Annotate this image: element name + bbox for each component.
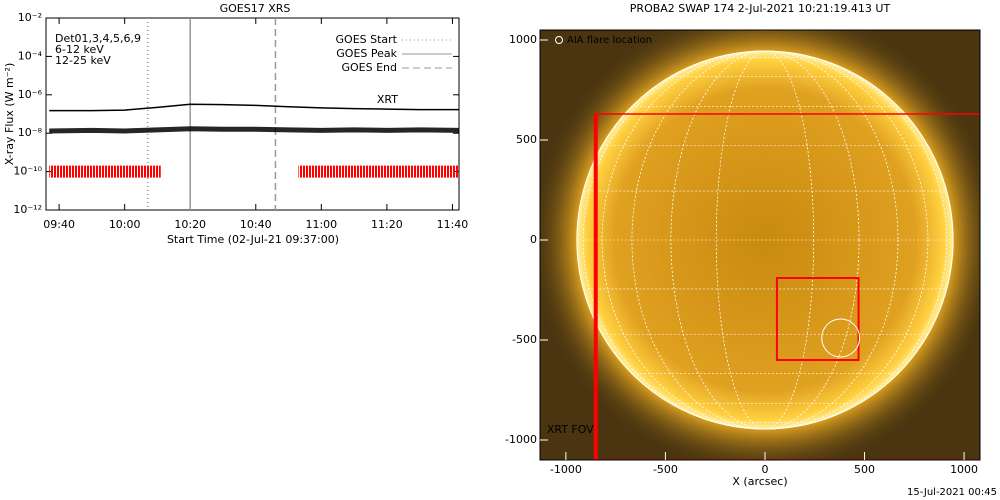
xrt-label: XRT (377, 93, 398, 106)
y-tick-label: 10⁻⁶ (18, 88, 43, 101)
flux-line (49, 103, 459, 112)
chart-title: GOES17 XRS (220, 2, 291, 15)
flare-circle (821, 318, 861, 358)
y-tick-label: 10⁻¹⁰ (13, 165, 42, 178)
xrt-interval (298, 165, 459, 178)
chart-title: PROBA2 SWAP 174 2-Jul-2021 10:21:19.413 … (630, 2, 891, 15)
legend-label: AIA flare location (567, 35, 652, 46)
x-tick-label: -500 (653, 463, 678, 476)
y-tick-label: -1000 (505, 433, 537, 446)
limb (576, 50, 954, 430)
xrt-interval (49, 165, 161, 178)
y-tick-label: 10⁻² (18, 11, 42, 24)
goes-chart: GOES17 XRS Start Time (02-Jul-21 09:37:0… (3, 2, 468, 246)
flux-line (49, 126, 460, 134)
legend-label: GOES Start (336, 33, 398, 46)
x-tick-label: 10:40 (240, 218, 272, 231)
legend-text: 6-12 keV (55, 43, 104, 56)
x-tick-label: 11:40 (437, 218, 469, 231)
fov-label: XRT FOV (547, 423, 594, 436)
y-tick-label: 10⁻⁸ (18, 126, 43, 139)
legend-label: GOES Peak (336, 47, 397, 60)
y-tick-label: 0 (530, 233, 537, 246)
x-tick-label: 500 (854, 463, 875, 476)
swap-image: PROBA2 SWAP 174 2-Jul-2021 10:21:19.413 … (505, 2, 997, 498)
legend-label: GOES End (341, 61, 397, 74)
x-tick-label: 1000 (950, 463, 978, 476)
x-tick-label: 11:20 (371, 218, 403, 231)
x-axis-label: X (arcsec) (732, 475, 787, 488)
x-tick-label: 10:00 (109, 218, 141, 231)
x-axis-label: Start Time (02-Jul-21 09:37:00) (167, 233, 339, 246)
fov-box (775, 277, 860, 361)
y-tick-label: 500 (516, 133, 537, 146)
x-tick-label: 0 (761, 463, 768, 476)
x-tick-label: 09:40 (43, 218, 75, 231)
y-tick-label: 10⁻⁴ (18, 49, 43, 62)
x-tick-label: -1000 (550, 463, 582, 476)
legend-symbol (555, 36, 563, 44)
y-tick-label: 1000 (509, 33, 537, 46)
y-tick-label: 10⁻¹² (13, 203, 42, 216)
legend-text: Det01,3,4,5,6,9 (55, 32, 141, 45)
footer: 15-Jul-2021 00:45 (907, 487, 997, 498)
plot-frame (45, 17, 460, 211)
legend-text: 12-25 keV (55, 54, 111, 67)
x-tick-label: 11:00 (305, 218, 337, 231)
y-tick-label: -500 (512, 333, 537, 346)
y-axis-label: X-ray Flux (W m⁻²) (3, 63, 16, 165)
plot-frame (539, 29, 981, 461)
x-tick-label: 10:20 (174, 218, 206, 231)
image-content: XRT FOV AIA flare location (540, 30, 980, 460)
